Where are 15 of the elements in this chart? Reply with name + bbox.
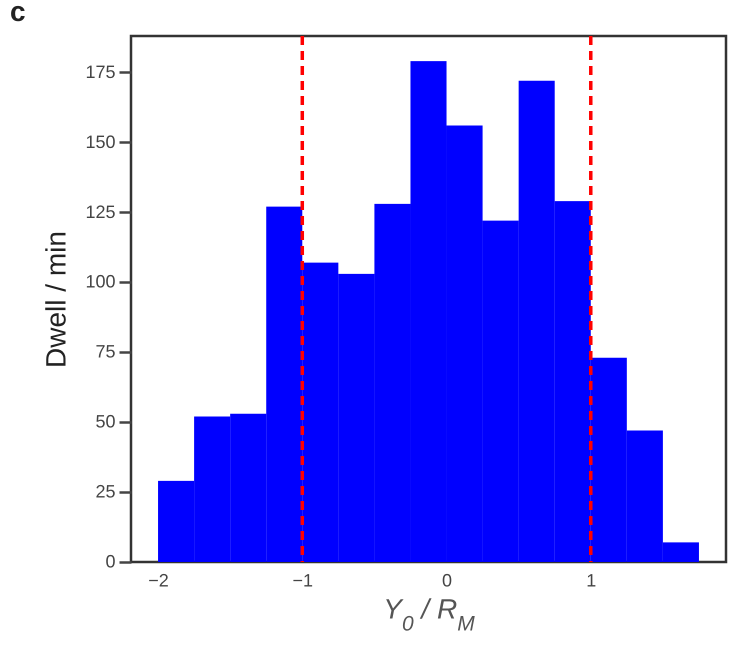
y-tick-label: 50	[95, 412, 116, 432]
y-tick-label: 150	[85, 132, 116, 152]
y-tick-label: 175	[85, 62, 116, 82]
x-tick-label: 1	[586, 570, 596, 590]
x-tick-label: 0	[442, 570, 452, 590]
x-tick-label: −2	[148, 570, 169, 590]
y-tick-label: 125	[85, 202, 116, 222]
y-tick-label: 100	[85, 272, 116, 292]
text: c	[10, 0, 26, 28]
y-tick-label: 75	[95, 342, 116, 362]
y-tick-label: 25	[95, 482, 116, 502]
y-axis-title: Dwell / min	[40, 231, 72, 368]
x-axis-title: Y$_{0}$ / R$_{M}$	[383, 594, 476, 635]
x-tick-label: −1	[292, 570, 314, 590]
y-tick-label: 0	[105, 552, 116, 572]
